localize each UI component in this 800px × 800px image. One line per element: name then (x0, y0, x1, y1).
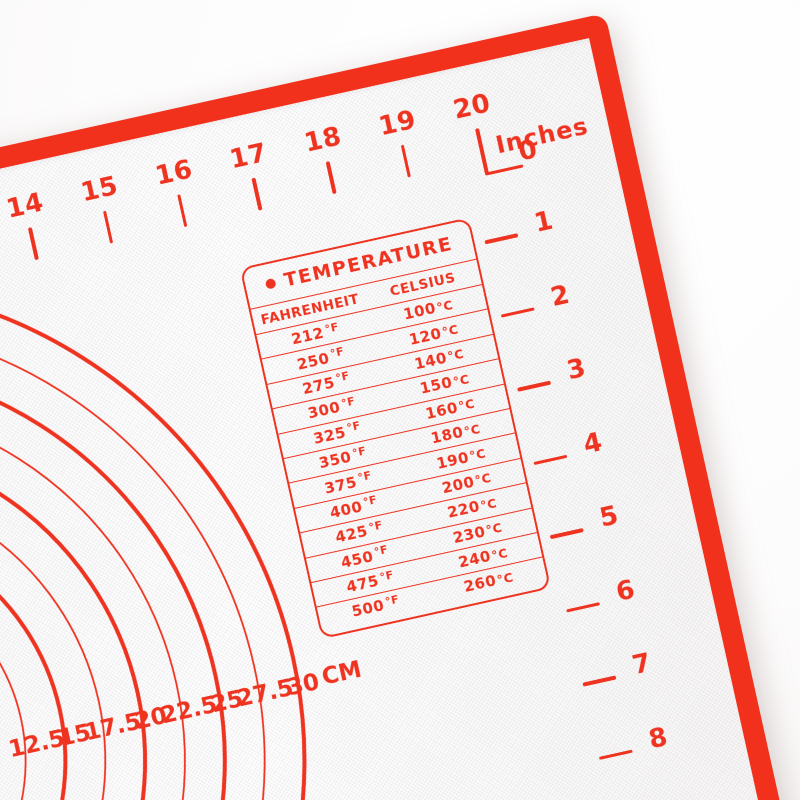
temp-number: 220 (445, 497, 482, 523)
degree-unit: °F (351, 443, 368, 460)
temp-number: 140 (412, 348, 449, 374)
temp-number: 230 (451, 522, 488, 547)
temp-number: 200 (440, 472, 477, 498)
degree-unit: °C (473, 470, 493, 489)
temp-number: 500 (350, 596, 387, 622)
degree-unit: °F (373, 543, 390, 559)
measuring-circle (0, 561, 27, 800)
degree-unit: °F (378, 567, 396, 584)
temp-number: 300 (306, 398, 343, 423)
temp-number: 100 (401, 299, 438, 324)
pastry-baking-mat: 12.5 15 17.5 20 22.5 25 27.5 30 CM 14 15 16 17 18 19… (0, 13, 800, 800)
degree-unit: °F (323, 319, 341, 336)
degree-unit: °C (468, 445, 488, 464)
bullet-icon (264, 277, 277, 290)
measuring-circle (0, 401, 186, 800)
temp-number: 240 (456, 546, 493, 572)
degree-unit: °F (340, 394, 357, 411)
measuring-circle (0, 360, 227, 800)
temp-number: 150 (418, 373, 455, 399)
temp-number: 120 (407, 323, 444, 349)
temp-number: 160 (423, 398, 460, 423)
degree-unit: °F (362, 493, 379, 510)
degree-unit: °C (495, 569, 515, 588)
degree-unit: °F (345, 419, 363, 435)
degree-unit: °C (484, 519, 504, 539)
temp-number: 212 (289, 323, 326, 349)
temp-number: 450 (339, 546, 376, 572)
degree-unit: °C (490, 544, 510, 563)
temp-number: 250 (295, 348, 332, 374)
degree-unit: °F (356, 468, 374, 485)
temp-number: 375 (322, 472, 359, 498)
degree-unit: °F (367, 518, 385, 534)
degree-unit: °F (329, 344, 346, 361)
measuring-circle (0, 520, 68, 800)
degree-unit: °F (384, 592, 401, 609)
measuring-circle (0, 481, 107, 800)
cm-measuring-circles (0, 281, 307, 800)
temp-number: 180 (429, 422, 466, 448)
temp-number: 275 (300, 373, 337, 399)
degree-unit: °C (457, 395, 477, 415)
temp-number: 350 (317, 447, 354, 473)
degree-unit: °C (440, 321, 460, 340)
degree-unit: °F (334, 369, 352, 386)
degree-unit: °C (479, 495, 499, 514)
temp-number: 190 (434, 447, 471, 473)
temp-number: 400 (328, 497, 365, 523)
temp-number: 325 (311, 423, 348, 448)
measuring-circle (0, 281, 307, 800)
temp-number: 475 (344, 571, 381, 597)
degree-unit: °C (462, 420, 482, 439)
measuring-circle (0, 322, 266, 800)
degree-unit: °C (446, 346, 466, 365)
measuring-circle (0, 440, 148, 800)
temp-number: 260 (462, 571, 499, 597)
degree-unit: °C (435, 296, 455, 315)
temp-number: 425 (333, 522, 370, 547)
degree-unit: °C (451, 371, 471, 390)
